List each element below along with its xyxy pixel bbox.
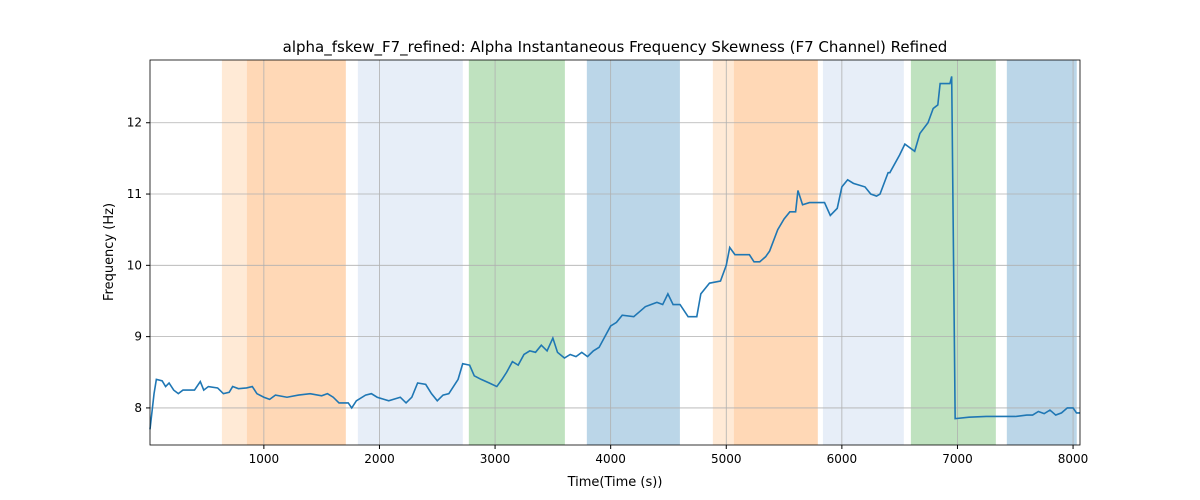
shaded-span: [822, 60, 904, 445]
shaded-span: [712, 60, 734, 445]
plot-frame: [149, 59, 1081, 446]
x-tick-label: 3000: [480, 452, 511, 466]
x-tick-label: 8000: [1058, 452, 1089, 466]
y-axis-label: Frequency (Hz): [102, 203, 117, 301]
x-axis-label: Time(Time (s)): [567, 475, 663, 490]
x-tick-label: 2000: [364, 452, 395, 466]
x-tick-label: 7000: [942, 452, 973, 466]
x-tick-label: 5000: [711, 452, 742, 466]
data-line: [149, 76, 1080, 430]
y-tick-label: 11: [127, 187, 142, 201]
y-tick-label: 12: [127, 116, 142, 130]
y-tick-label: 9: [134, 330, 142, 344]
shaded-span: [221, 60, 247, 445]
x-tick-label: 4000: [595, 452, 626, 466]
shaded-span: [468, 60, 565, 445]
x-tick-label: 6000: [827, 452, 858, 466]
shaded-span: [246, 60, 346, 445]
y-tick-label: 8: [134, 401, 142, 415]
shaded-span: [357, 60, 463, 445]
y-tick-label: 10: [127, 258, 142, 272]
chart-title: alpha_fskew_F7_refined: Alpha Instantane…: [283, 38, 948, 57]
x-tick-label: 1000: [249, 452, 280, 466]
shaded-span: [1006, 60, 1077, 445]
shaded-span: [586, 60, 680, 445]
shaded-span: [733, 60, 818, 445]
